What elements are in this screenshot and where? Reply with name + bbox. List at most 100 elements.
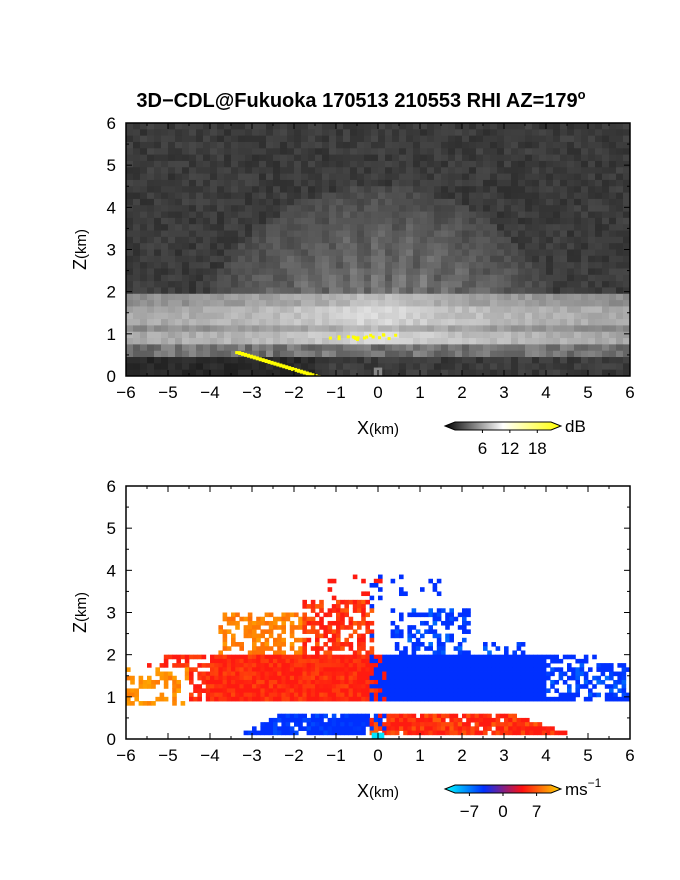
backscatter-cell <box>511 179 519 187</box>
backscatter-cell <box>553 369 561 376</box>
backscatter-cell <box>308 236 316 244</box>
velocity-cell <box>331 604 337 609</box>
backscatter-cell <box>364 217 372 225</box>
backscatter-cell <box>266 160 274 168</box>
backscatter-cell <box>392 173 400 181</box>
backscatter-cell <box>525 319 533 326</box>
backscatter-cell <box>539 236 547 244</box>
backscatter-cell <box>126 135 134 143</box>
velocity-cell <box>546 675 551 681</box>
backscatter-cell <box>154 211 162 219</box>
backscatter-cell <box>602 312 610 320</box>
velocity-cell <box>352 671 358 677</box>
backscatter-cell <box>434 186 442 194</box>
velocity-cell <box>210 679 215 685</box>
backscatter-cell <box>574 173 582 181</box>
backscatter-cell <box>483 293 491 301</box>
velocity-cell <box>361 612 366 618</box>
backscatter-cell <box>602 331 610 339</box>
velocity-cell <box>231 675 236 681</box>
velocity-cell <box>474 696 480 702</box>
backscatter-cell <box>140 154 148 162</box>
velocity-cell <box>554 654 559 660</box>
backscatter-cell <box>203 236 211 244</box>
backscatter-cell <box>609 129 617 137</box>
backscatter-cell <box>301 167 309 175</box>
backscatter-cell <box>161 319 169 326</box>
velocity-cell <box>512 726 517 731</box>
backscatter-cell <box>476 300 484 307</box>
backscatter-cell <box>560 243 568 250</box>
velocity-cell <box>470 679 475 685</box>
backscatter-cell <box>273 274 281 282</box>
velocity-cell <box>357 608 362 613</box>
velocity-cell <box>441 679 446 685</box>
velocity-cell <box>214 688 219 694</box>
backscatter-cell <box>553 306 561 314</box>
backscatter-cell <box>287 300 295 307</box>
backscatter-cell <box>280 173 288 181</box>
backscatter-cell <box>175 243 183 250</box>
velocity-cell <box>239 658 244 664</box>
velocity-cell <box>390 730 396 736</box>
backscatter-cell <box>280 300 288 307</box>
backscatter-cell <box>210 141 218 149</box>
velocity-cell <box>256 633 261 639</box>
velocity-cell <box>386 730 391 736</box>
backscatter-cell <box>560 160 568 168</box>
backscatter-cell <box>357 357 365 364</box>
backscatter-cell <box>553 167 561 175</box>
velocity-cell <box>277 688 282 694</box>
velocity-cell <box>239 696 244 702</box>
backscatter-cell <box>427 154 435 162</box>
backscatter-cell <box>413 211 421 219</box>
backscatter-cell <box>441 369 449 376</box>
backscatter-cell <box>588 262 596 269</box>
velocity-cell <box>151 684 156 689</box>
backscatter-cell <box>147 268 155 276</box>
backscatter-cell <box>518 211 526 219</box>
backscatter-cell <box>406 331 414 339</box>
velocity-cell <box>445 612 450 618</box>
backscatter-cell <box>539 300 547 307</box>
backscatter-cell <box>210 306 218 314</box>
backscatter-cell <box>469 262 477 269</box>
velocity-cell <box>277 633 282 639</box>
velocity-cell <box>226 646 232 651</box>
backscatter-cell <box>462 325 470 333</box>
backscatter-cell <box>413 300 421 307</box>
velocity-cell <box>231 620 236 626</box>
backscatter-cell <box>182 262 190 269</box>
velocity-cell <box>575 671 580 677</box>
backscatter-cell <box>518 205 526 213</box>
velocity-cell <box>378 587 383 592</box>
backscatter-cell <box>483 306 491 314</box>
velocity-cell <box>315 650 320 656</box>
backscatter-cell <box>504 262 512 269</box>
velocity-cell <box>218 675 223 681</box>
backscatter-cell <box>343 357 351 364</box>
velocity-cell <box>613 696 618 702</box>
backscatter-cell <box>420 192 428 200</box>
velocity-cell <box>373 696 379 702</box>
backscatter-cell <box>182 312 190 320</box>
backscatter-cell <box>189 300 197 307</box>
backscatter-cell <box>448 217 456 225</box>
backscatter-cell <box>308 338 316 345</box>
backscatter-cell <box>567 167 575 175</box>
backscatter-cell <box>462 300 470 307</box>
backscatter-cell <box>315 192 323 200</box>
backscatter-cell <box>553 262 561 269</box>
backscatter-cell <box>455 357 463 364</box>
velocity-cell <box>310 679 316 685</box>
backscatter-cell <box>574 198 582 206</box>
backscatter-cell <box>497 173 505 181</box>
velocity-cell <box>302 667 307 672</box>
velocity-cell <box>609 696 614 702</box>
backscatter-cell <box>252 186 260 194</box>
backscatter-cell <box>231 293 239 301</box>
backscatter-cell <box>455 211 463 219</box>
backscatter-cell <box>413 230 421 238</box>
backscatter-cell <box>266 319 274 326</box>
velocity-cell <box>264 679 270 685</box>
